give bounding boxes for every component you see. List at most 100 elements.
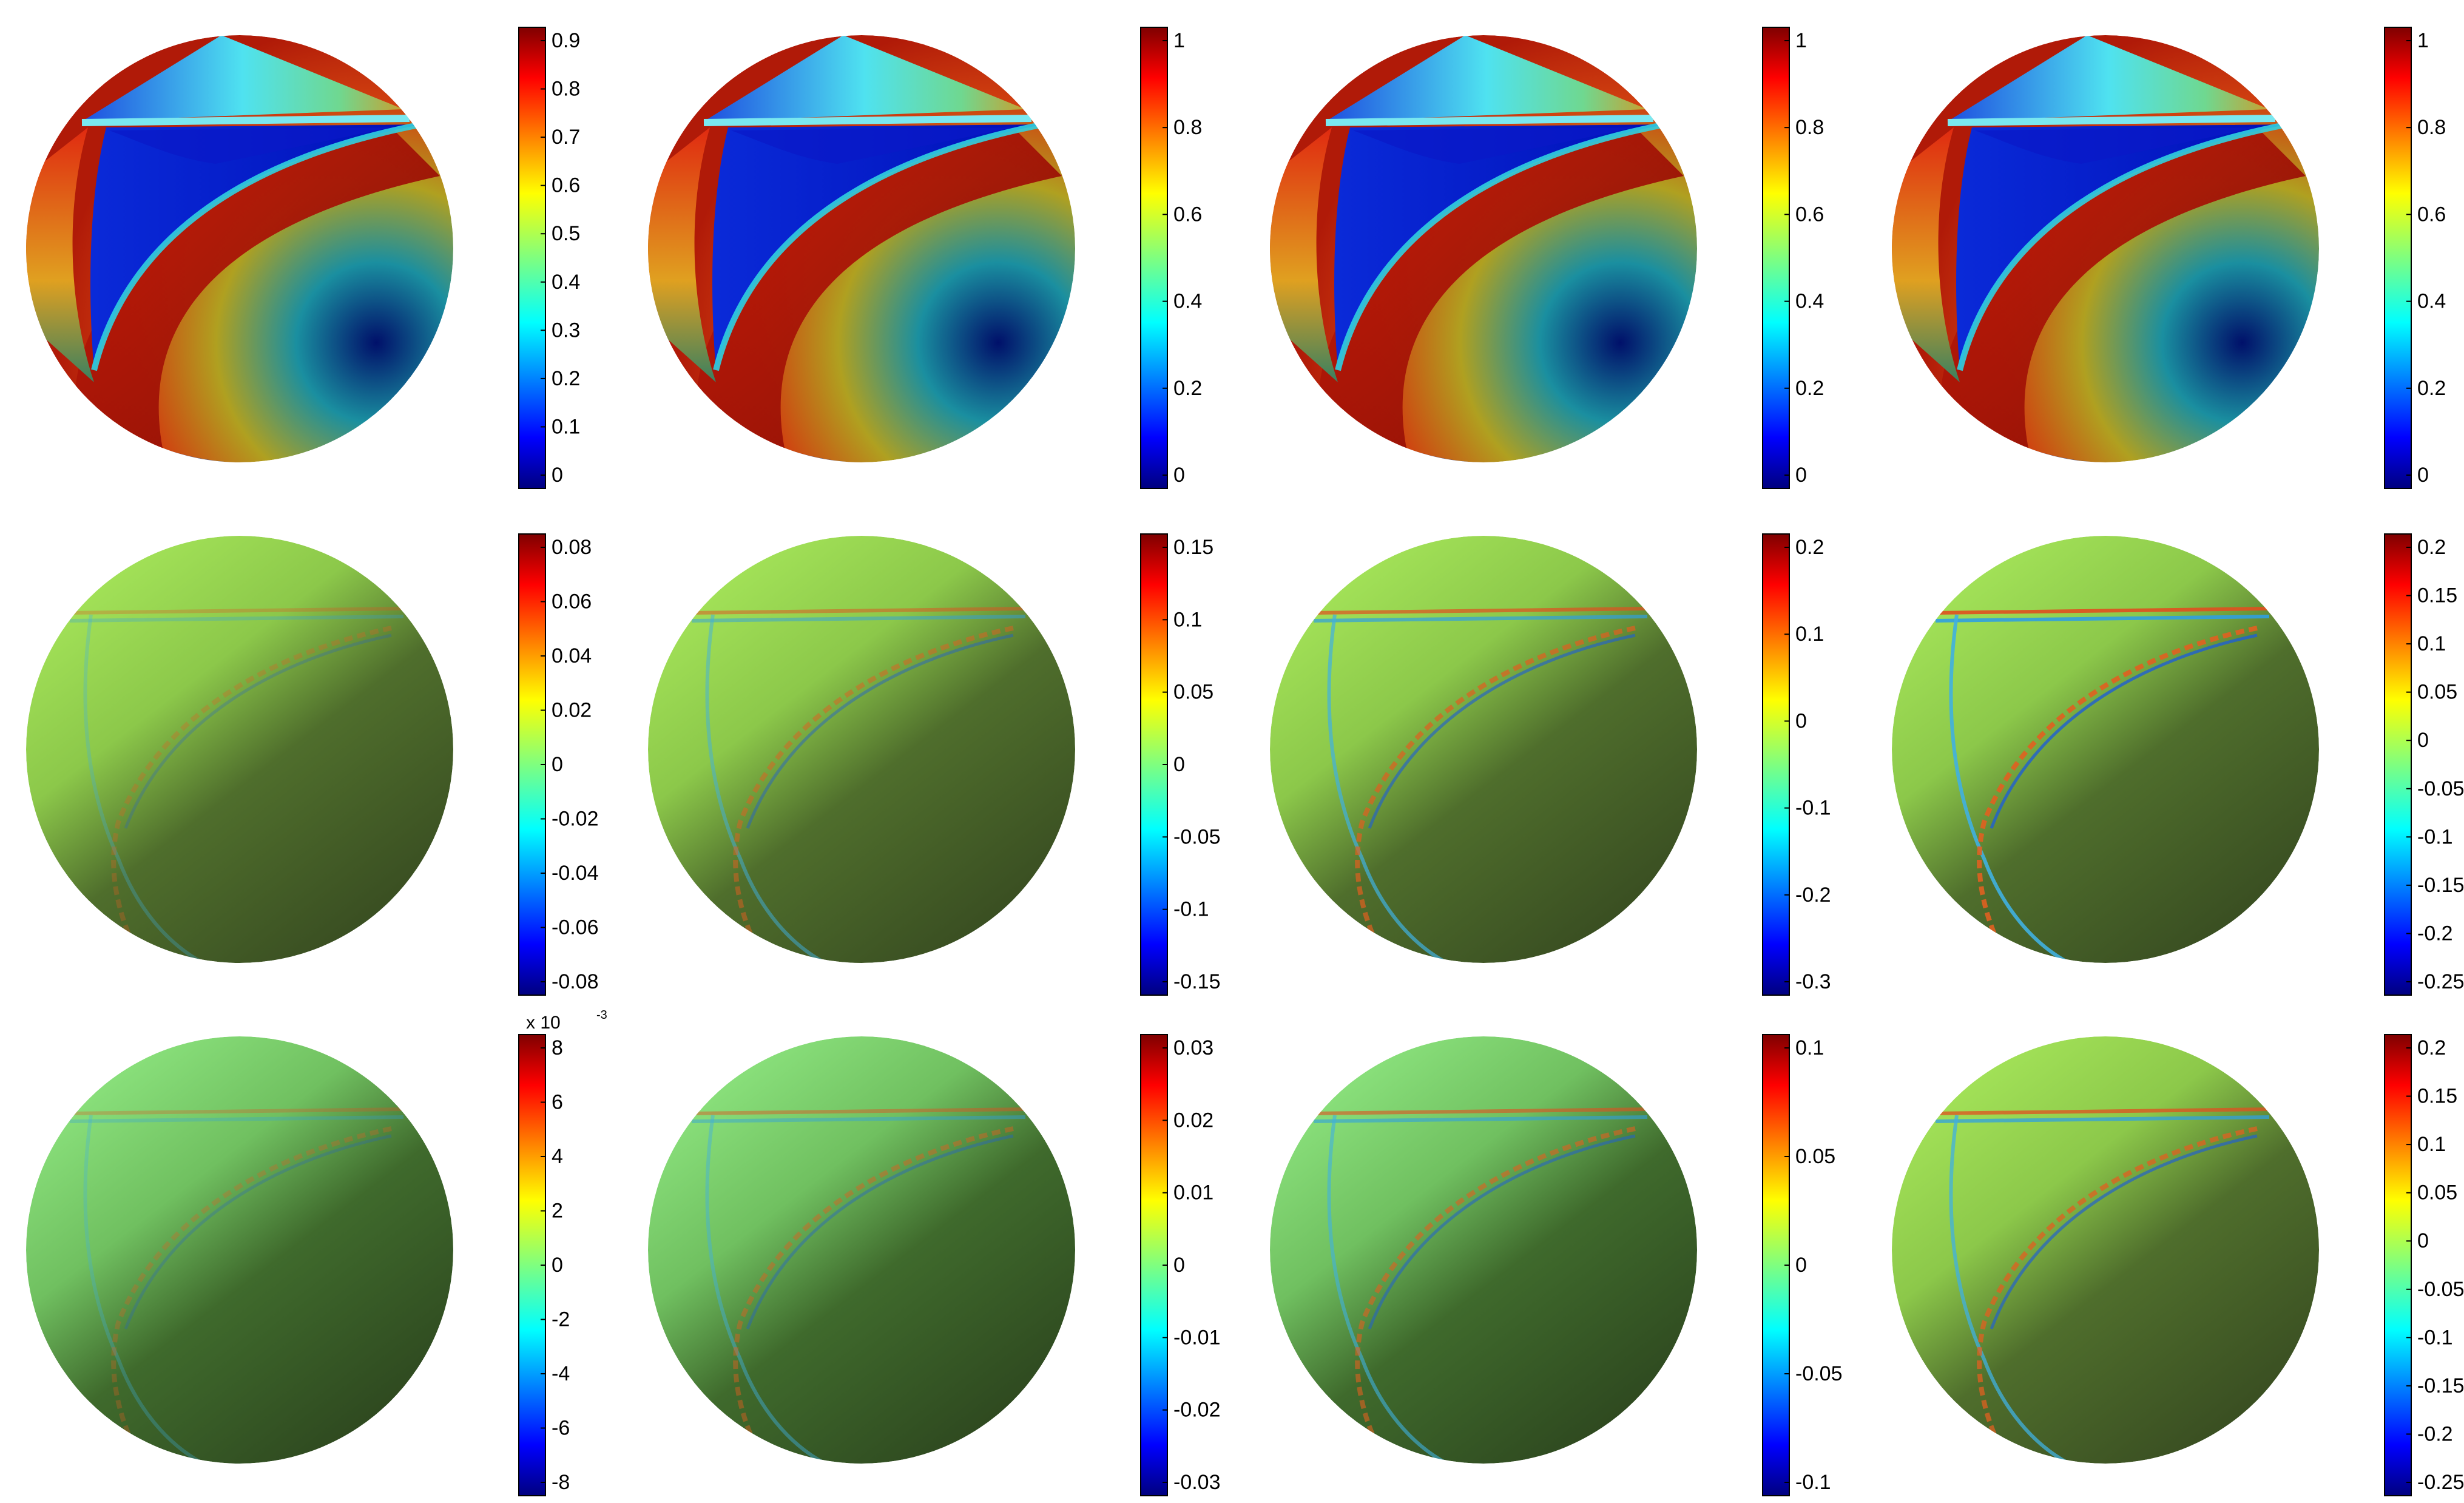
difference-sphere	[1270, 1036, 1697, 1464]
colorbar-tick-label: 0.4	[2417, 290, 2446, 313]
colorbar-tick-label: 0.2	[2417, 377, 2446, 400]
colorbar-tick-label: 0.15	[1173, 536, 1213, 559]
difference-sphere	[648, 1036, 1075, 1464]
colorbar-tick-label: 0.1	[552, 415, 580, 438]
colorbar-gradient	[1140, 27, 1168, 489]
colorbar-tick-label: 0	[1795, 464, 1807, 487]
colorbar-tick-label: -0.2	[2417, 922, 2453, 945]
colorbar-tick-label: 0	[2417, 464, 2429, 487]
difference-sphere	[1892, 1036, 2319, 1464]
colorbar-tick-label: 0.06	[552, 590, 592, 613]
colorbar-gradient	[2384, 27, 2412, 489]
colorbar-tick-label: -0.05	[1173, 825, 1221, 848]
colorbar-gradient	[1762, 533, 1790, 996]
colorbar-tick-label: 0.03	[1173, 1036, 1213, 1059]
colorbar-tick-label: -8	[552, 1471, 570, 1494]
colorbar-tick-label: 0.1	[1795, 1036, 1824, 1059]
colorbar-tick-label: 6	[552, 1091, 563, 1114]
colorbar-tick-label: 0.2	[1795, 536, 1824, 559]
colorbar: 0.08 0.06 0.04 0.02 0 -0.02 -0.04 -0.06 -0.08	[518, 533, 599, 996]
solution-sphere	[1270, 35, 1697, 462]
solution-sphere	[1892, 35, 2319, 462]
colorbar-tick-label: -0.02	[1173, 1399, 1221, 1422]
colorbar-tick-label: 0.7	[552, 126, 580, 149]
colorbar-tick-label: -0.03	[1173, 1471, 1221, 1494]
colorbar-tick-label: -0.05	[1795, 1362, 1843, 1385]
colorbar-gradient	[1762, 27, 1790, 489]
colorbar: 0.2 0.15 0.1 0.05 0 -0.05 -0.1 -0.15 -0.2 -0.25	[2384, 533, 2464, 996]
colorbar: 0.1 0.05 0 -0.05 -0.1	[1762, 1034, 1843, 1496]
colorbar-tick-label: -0.2	[1795, 883, 1831, 907]
colorbar-tick-label: 0.8	[552, 78, 580, 101]
colorbar-tick-label: 0.6	[1795, 203, 1824, 226]
colorbar: 1 0.8 0.6 0.4 0.2 0	[1762, 27, 1824, 489]
colorbar: 0.15 0.1 0.05 0 -0.05 -0.1 -0.15	[1140, 533, 1221, 996]
colorbar-tick-label: -0.1	[1795, 797, 1831, 820]
colorbar-tick-label: -0.08	[552, 970, 599, 993]
colorbar-tick-label: 0	[1173, 1254, 1185, 1277]
colorbar-tick-label: 1	[1795, 29, 1807, 52]
colorbar-tick-label: 0.4	[1173, 290, 1202, 313]
colorbar-tick-label: 0.8	[1795, 116, 1824, 139]
colorbar-tick-label: -0.15	[2417, 874, 2464, 897]
colorbar-tick-label: 0	[1795, 1254, 1807, 1277]
colorbar-tick-label: -0.06	[552, 916, 599, 939]
colorbar-tick-label: -0.04	[552, 862, 599, 885]
colorbar-tick-label: 0.2	[2417, 1036, 2446, 1059]
colorbar: 0.03 0.02 0.01 0 -0.01 -0.02 -0.03	[1140, 1034, 1221, 1496]
colorbar-gradient	[518, 27, 546, 489]
colorbar-tick-label: 1	[2417, 29, 2429, 52]
colorbar-gradient	[2384, 1034, 2412, 1496]
colorbar-tick-label: 4	[552, 1145, 563, 1168]
colorbar-tick-label: -0.05	[2417, 1278, 2464, 1301]
colorbar-tick-label: 0	[552, 464, 563, 487]
colorbar-tick-label: -0.15	[1173, 970, 1221, 993]
colorbar-tick-label: -0.3	[1795, 970, 1831, 993]
colorbar-multiplier-exponent: -3	[596, 1008, 607, 1022]
colorbar-tick-label: 0.2	[2417, 536, 2446, 559]
colorbar-tick-label: 0.6	[1173, 203, 1202, 226]
colorbar-tick-label: 0.2	[1173, 377, 1202, 400]
difference-sphere	[1270, 536, 1697, 963]
difference-sphere	[26, 1036, 453, 1464]
colorbar: 0.9 0.8 0.7 0.6 0.5 0.4 0.3 0.2 0.1 0	[518, 27, 580, 489]
colorbar: 1 0.8 0.6 0.4 0.2 0	[2384, 27, 2446, 489]
colorbar-tick-label: 0.8	[2417, 116, 2446, 139]
colorbar-tick-label: 0.4	[552, 271, 580, 294]
colorbar-tick-label: 0	[2417, 729, 2429, 752]
colorbar-gradient	[2384, 533, 2412, 996]
colorbar-tick-label: 0.15	[2417, 1085, 2457, 1108]
colorbar: 1 0.8 0.6 0.4 0.2 0	[1140, 27, 1202, 489]
colorbar-tick-label: 0.5	[552, 222, 580, 245]
colorbar-tick-label: -6	[552, 1417, 570, 1440]
colorbar-tick-label: 0.8	[1173, 116, 1202, 139]
colorbar-tick-label: -0.25	[2417, 1471, 2464, 1494]
colorbar-tick-label: -0.1	[1795, 1471, 1831, 1494]
colorbar-tick-label: 0.05	[1795, 1145, 1835, 1168]
colorbar-tick-label: 0	[552, 753, 563, 776]
colorbar-tick-label: 0.6	[2417, 203, 2446, 226]
colorbar: 0.2 0.15 0.1 0.05 0 -0.05 -0.1 -0.15 -0.2 -0.25	[2384, 1034, 2464, 1496]
colorbar-tick-label: -0.15	[2417, 1374, 2464, 1397]
colorbar-tick-label: 0.02	[1173, 1109, 1213, 1132]
colorbar-tick-label: -0.25	[2417, 970, 2464, 993]
colorbar-tick-label: -0.2	[2417, 1422, 2453, 1445]
colorbar-tick-label: -0.02	[552, 808, 599, 831]
colorbar-tick-label: 0	[552, 1254, 563, 1277]
colorbar-tick-label: 0.15	[2417, 584, 2457, 607]
colorbar-tick-label: -0.1	[2417, 1326, 2453, 1349]
colorbar-tick-label: -0.01	[1173, 1326, 1221, 1349]
colorbar-tick-label: 0.02	[552, 699, 592, 722]
colorbar-tick-label: 0.9	[552, 29, 580, 52]
difference-sphere	[648, 536, 1075, 963]
colorbar-multiplier: x 10	[526, 1013, 561, 1033]
colorbar-tick-label: -0.1	[2417, 825, 2453, 848]
colorbar-tick-label: 0.4	[1795, 290, 1824, 313]
colorbar-tick-label: -0.05	[2417, 777, 2464, 800]
colorbar: 0.2 0.1 0 -0.1 -0.2 -0.3	[1762, 533, 1831, 996]
colorbar-tick-label: 0.2	[552, 367, 580, 390]
colorbar-tick-label: -0.1	[1173, 898, 1209, 921]
solution-sphere	[648, 35, 1075, 462]
colorbar-tick-label: 0	[1795, 709, 1807, 732]
